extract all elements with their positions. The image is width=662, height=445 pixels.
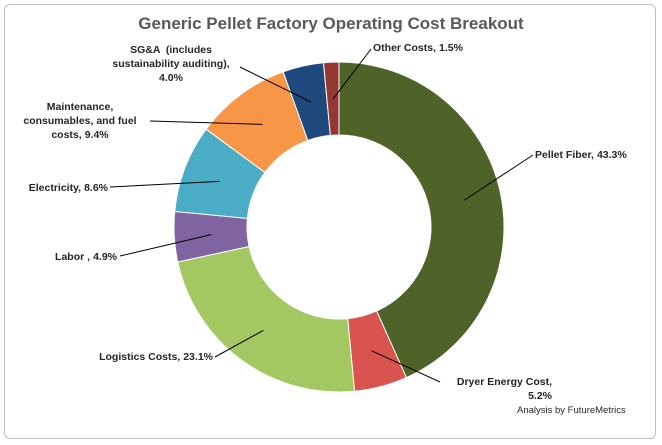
leader-line — [149, 120, 263, 125]
data-label: Electricity, 8.6% — [10, 181, 108, 195]
category-label: Other Costs, — [373, 42, 437, 54]
leader-line — [239, 66, 312, 103]
category-label: Electricity, — [28, 182, 82, 194]
slice — [338, 61, 505, 379]
data-label: Labor , 4.9% — [20, 250, 117, 264]
data-label: Other Costs, 1.5% — [373, 41, 503, 55]
value-label: 9.4% — [84, 129, 109, 141]
data-label: Logistics Costs, 23.1% — [60, 350, 213, 364]
data-label: Dryer Energy Cost, 5.2% — [440, 375, 552, 403]
value-label: 4.9% — [93, 251, 117, 263]
value-label: 23.1% — [183, 351, 213, 363]
category-label: SG&A (includes sustainability auditing), — [112, 44, 230, 70]
value-label: 43.3% — [596, 149, 627, 161]
value-label: 8.6% — [84, 182, 108, 194]
value-label: 4.0% — [159, 72, 183, 84]
leader-line — [109, 180, 220, 188]
category-label: Logistics Costs, — [99, 351, 181, 363]
slice — [322, 61, 340, 136]
data-label: SG&A (includes sustainability auditing),… — [100, 43, 242, 85]
leader-line — [214, 329, 264, 358]
slice — [177, 245, 356, 393]
category-label: Labor , — [55, 251, 91, 263]
leader-line — [463, 154, 534, 201]
footnote: Analysis by FutureMetrics — [517, 405, 626, 416]
leader-line — [371, 350, 441, 383]
category-label: Pellet Fiber, — [535, 149, 594, 161]
data-label: Maintenance, consumables, and fuel costs… — [14, 100, 146, 142]
category-label: Maintenance, consumables, and fuel costs… — [23, 101, 140, 141]
chart-title: Generic Pellet Factory Operating Cost Br… — [138, 14, 524, 33]
category-label: Dryer Energy Cost, — [456, 376, 552, 388]
value-label: 5.2% — [528, 390, 552, 402]
leader-line — [332, 48, 372, 100]
value-label: 1.5% — [439, 42, 463, 54]
chart-frame — [4, 4, 656, 439]
leader-line — [119, 234, 212, 257]
data-label: Pellet Fiber, 43.3% — [535, 148, 655, 162]
